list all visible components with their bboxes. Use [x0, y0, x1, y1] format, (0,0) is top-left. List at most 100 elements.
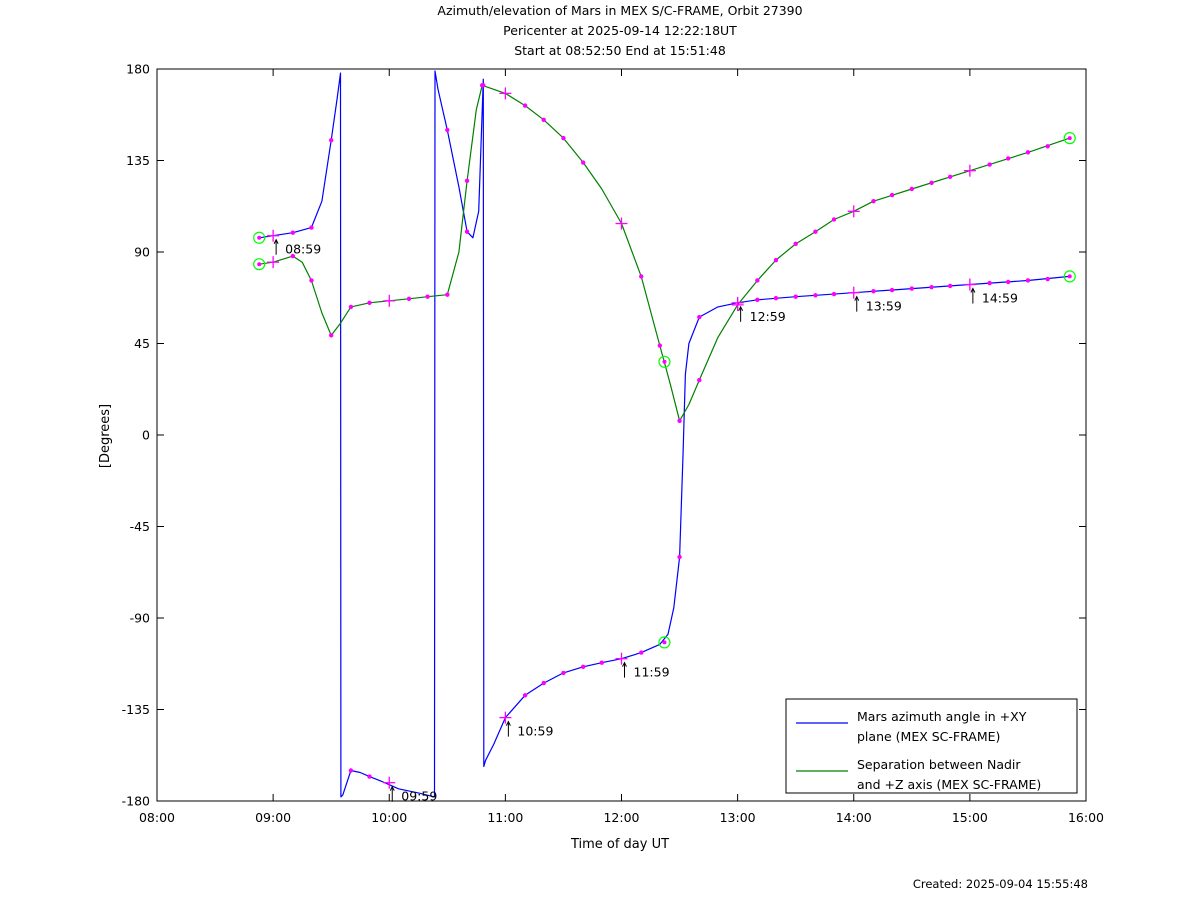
data-point-dot: [871, 198, 876, 204]
time-annotation: 08:59: [273, 238, 321, 257]
chart-subtitle-pericenter: Pericenter at 2025-09-14 12:22:18UT: [503, 23, 737, 38]
y-tick-label: 45: [134, 336, 150, 351]
data-point-dot: [657, 343, 663, 348]
time-annotation: 09:59: [389, 785, 437, 804]
data-point-dot: [464, 229, 470, 234]
y-tick-label: 135: [126, 153, 150, 168]
data-point-dot: [309, 225, 314, 230]
data-point-dot: [871, 289, 876, 294]
data-point-dot: [813, 293, 818, 298]
y-axis-label: [Degrees]: [98, 404, 113, 468]
data-point-dot: [1025, 150, 1031, 155]
y-tick-label: 180: [126, 62, 150, 77]
time-annotation: 10:59: [505, 720, 553, 739]
legend-label-1: plane (MEX SC-FRAME): [857, 729, 1000, 744]
x-tick-label: 13:00: [720, 810, 756, 825]
x-tick-label: 14:00: [836, 810, 872, 825]
data-point-dot: [580, 664, 586, 669]
legend-label-2: Separation between Nadir: [857, 757, 1021, 772]
hour-marker-cross: [499, 711, 512, 724]
data-point-dot: [522, 693, 528, 698]
time-annotation-label: 09:59: [401, 789, 437, 804]
hour-marker-cross: [731, 298, 744, 311]
hour-marker-cross: [615, 652, 628, 665]
data-point-dot: [697, 314, 702, 320]
data-point-dot: [755, 297, 760, 302]
data-point-dot: [831, 291, 837, 297]
event-marker-circle: [658, 636, 671, 649]
data-point-dot: [406, 296, 412, 301]
data-point-dot: [947, 283, 953, 289]
series-line-1: [259, 70, 1070, 798]
annotation-layer: 08:59 09:59 10:59 11:59 12:59 13:59 14:59: [273, 238, 1018, 804]
data-point-dot: [425, 294, 430, 299]
data-point-dot: [813, 229, 818, 234]
time-annotation: 11:59: [622, 661, 670, 680]
data-point-dot: [947, 174, 953, 179]
data-point-dot: [328, 137, 334, 143]
x-tick-label: 09:00: [255, 810, 291, 825]
hour-marker-cross: [267, 256, 280, 269]
x-tick-label: 08:00: [139, 810, 175, 825]
x-tick-label: 12:00: [603, 810, 639, 825]
axis-layer: 08:00 09:00 10:00 11:00 12:00 13:00 14:00 15:00…: [122, 62, 1104, 826]
x-tick-label: 16:00: [1068, 810, 1104, 825]
data-point-dot: [909, 286, 915, 291]
data-point-dot: [290, 253, 296, 259]
data-point-dot: [481, 83, 486, 88]
data-point-dot: [367, 300, 372, 306]
data-point-dot: [793, 294, 798, 299]
data-point-dot: [599, 660, 604, 665]
hour-marker-cross: [847, 205, 860, 218]
event-marker-circle: [253, 258, 266, 271]
data-point-dot: [541, 680, 546, 686]
hour-marker-cross: [963, 164, 976, 177]
data-point-dot: [773, 295, 779, 301]
x-tick-label: 10:00: [371, 810, 407, 825]
hour-marker-cross: [847, 286, 860, 299]
hour-marker-cross: [383, 776, 396, 789]
hour-marker-cross: [383, 294, 396, 307]
legend-box: [785, 698, 1078, 794]
data-point-dot: [290, 230, 296, 235]
data-point-dot: [889, 287, 895, 293]
event-marker-circle: [658, 355, 671, 368]
data-point-dot: [755, 278, 760, 283]
x-tick-label: 11:00: [487, 810, 523, 825]
y-tick-label: -90: [130, 611, 150, 626]
data-point-dot: [348, 304, 354, 310]
y-tick-label: -45: [130, 519, 150, 534]
chart-subtitle-start-end: Start at 08:52:50 End at 15:51:48: [514, 43, 726, 58]
time-annotation: 13:59: [854, 295, 902, 314]
event-marker-circle: [253, 231, 266, 244]
event-marker-circle: [1063, 132, 1076, 145]
series-line-2: [259, 84, 1070, 422]
data-point-dot: [639, 274, 644, 279]
data-point-dot: [1025, 278, 1031, 283]
data-point-dot: [445, 127, 450, 133]
legend-label-2: and +Z axis (MEX SC-FRAME): [857, 777, 1041, 792]
hour-marker-cross: [267, 229, 280, 242]
data-point-dot: [561, 135, 566, 141]
created-timestamp: Created: 2025-09-04 15:55:48: [912, 877, 1088, 891]
legend: Mars azimuth angle in +XY plane (MEX SC-F…: [785, 698, 1078, 794]
event-marker-circle: [1063, 270, 1076, 283]
y-tick-label: -180: [122, 794, 150, 809]
plot-frame: [156, 68, 1087, 802]
data-point-dot: [889, 192, 895, 198]
data-point-dot: [929, 180, 934, 186]
data-point-dot: [348, 768, 354, 773]
data-point-dot: [773, 257, 779, 263]
time-annotation-label: 10:59: [517, 724, 553, 739]
y-tick-label: 90: [134, 245, 150, 260]
data-point-dot: [831, 217, 837, 222]
data-point-dot: [445, 292, 450, 297]
time-annotation: 12:59: [738, 305, 786, 324]
data-point-dot: [639, 650, 644, 655]
time-annotation: 14:59: [970, 287, 1018, 306]
data-point-dot: [367, 774, 372, 779]
time-annotation-label: 14:59: [982, 291, 1018, 306]
series-layer: [259, 70, 1070, 798]
data-point-dot: [677, 418, 682, 423]
